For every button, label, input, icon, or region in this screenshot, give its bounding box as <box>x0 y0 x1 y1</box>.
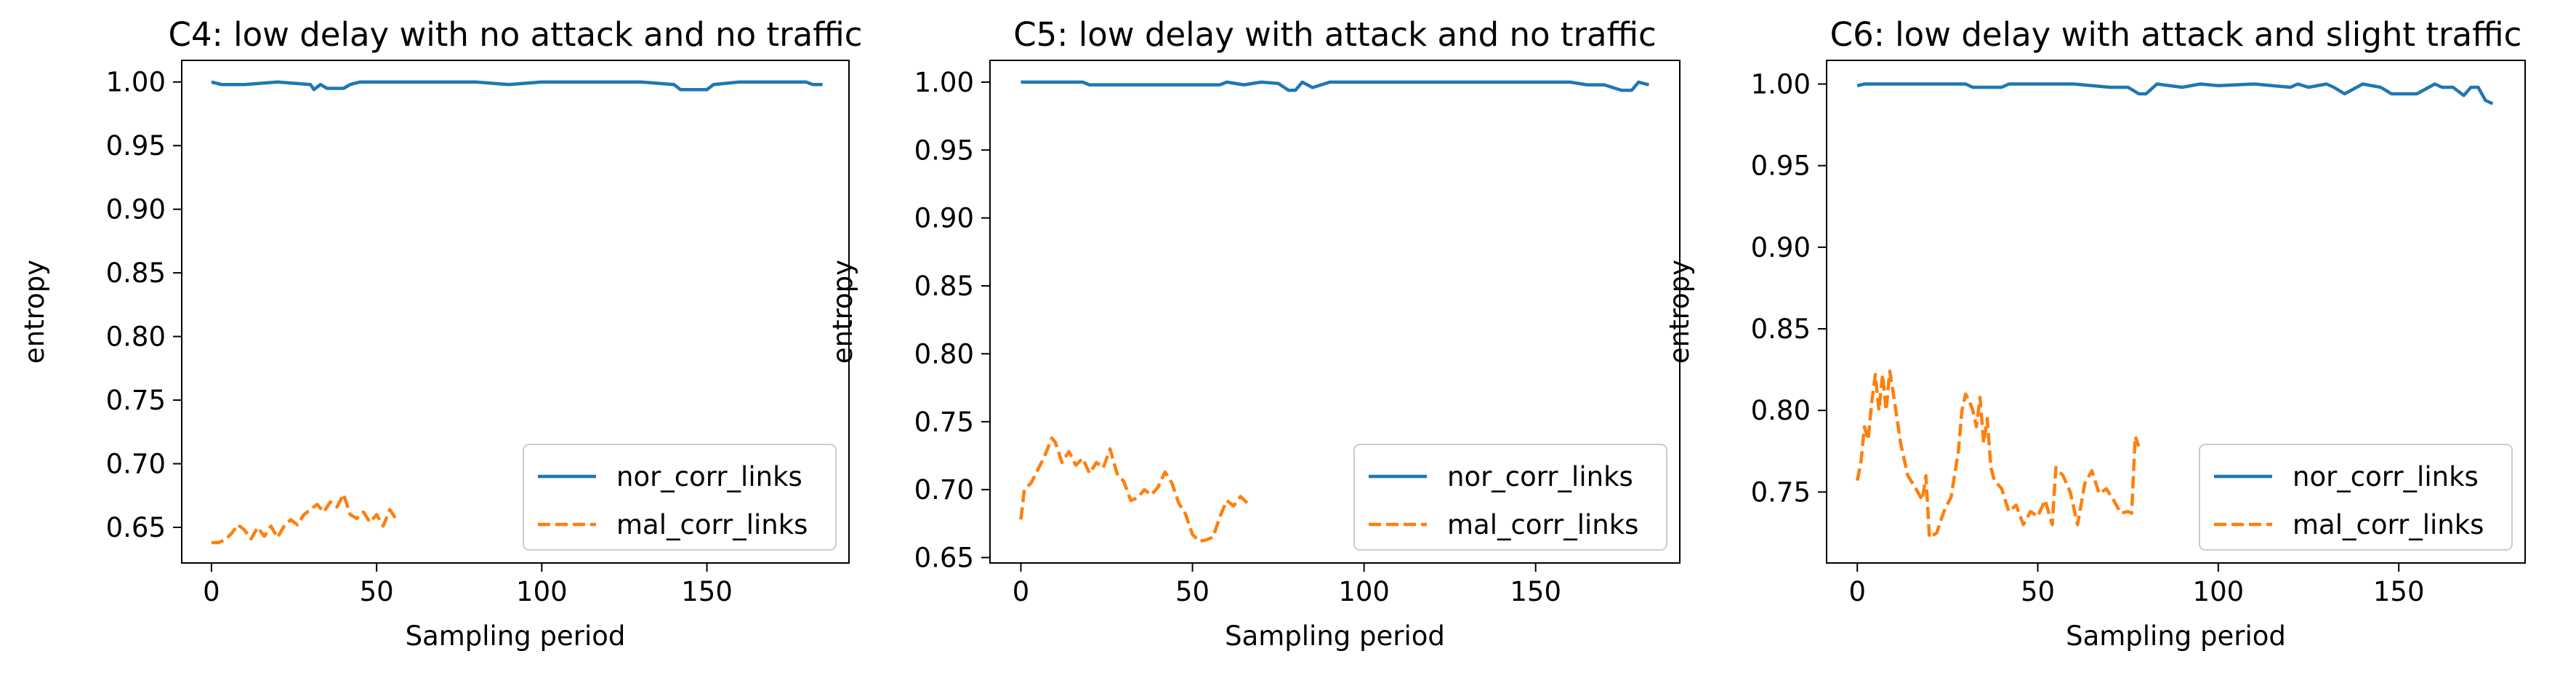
y-tick-label: 0.80 <box>106 321 166 353</box>
y-axis-label: entropy <box>19 260 50 364</box>
series-line-mal-corr-links <box>1019 436 1249 543</box>
y-tick-label: 0.85 <box>106 257 166 289</box>
x-tick-label: 100 <box>1338 576 1390 607</box>
legend-box <box>1353 444 1667 551</box>
x-tick-label: 0 <box>1848 576 1866 607</box>
y-tick-label: 0.75 <box>914 407 974 438</box>
legend: nor_corr_links mal_corr_links <box>1353 444 1667 551</box>
y-tick-label: 0.85 <box>914 271 974 302</box>
plot-frame <box>1826 60 2526 564</box>
y-tick-label: 0.65 <box>106 512 166 543</box>
legend-box <box>523 444 837 551</box>
chart-title: C4: low delay with no attack and no traf… <box>169 15 863 54</box>
series-line-mal-corr-links <box>1855 370 2141 540</box>
y-tick-label: 0.70 <box>106 449 166 480</box>
series-line-nor-corr-links <box>1021 80 1650 92</box>
x-tick-label: 150 <box>681 576 733 607</box>
legend-label: mal_corr_links <box>616 509 808 540</box>
y-tick-label: 1.00 <box>914 67 974 98</box>
legend-label: mal_corr_links <box>1447 509 1638 540</box>
x-axis-label: Sampling period <box>1225 620 1445 652</box>
y-tick-label: 0.85 <box>1751 313 1811 345</box>
y-tick-label: 0.95 <box>914 135 974 166</box>
y-tick-label: 0.90 <box>1751 232 1811 263</box>
legend: nor_corr_links mal_corr_links <box>523 444 837 551</box>
x-axis-label: Sampling period <box>2066 620 2286 652</box>
chart-panel-5: 0 50 100 150 0.65 0.70 0.75 0.80 0.85 0.90 0.95 1.0… <box>827 15 1681 652</box>
x-tick-label: 0 <box>1013 576 1030 607</box>
y-tick-label: 0.80 <box>1751 395 1811 426</box>
y-tick-label: 0.75 <box>1751 476 1811 508</box>
series-line-nor-corr-links <box>211 80 823 92</box>
legend: nor_corr_links mal_corr_links <box>2199 444 2513 551</box>
x-tick-label: 150 <box>2373 576 2425 607</box>
x-tick-label: 150 <box>1510 576 1561 607</box>
chart-panel-6: 0 50 100 150 0.75 0.80 0.85 0.90 0.95 1.00 C6: low… <box>1664 15 2526 652</box>
plot-frame <box>181 60 850 564</box>
x-tick-label: 0 <box>203 576 220 607</box>
x-tick-label: 100 <box>516 576 568 607</box>
y-tick-label: 1.00 <box>106 67 166 98</box>
y-tick-label: 0.65 <box>914 543 974 574</box>
legend-box <box>2199 444 2513 551</box>
x-tick-label: 50 <box>1175 576 1209 607</box>
y-tick-label: 1.00 <box>1751 69 1811 100</box>
x-axis-label: Sampling period <box>406 620 626 652</box>
y-tick-label: 0.95 <box>106 130 166 161</box>
y-axis-label: entropy <box>1664 260 1695 364</box>
plot-frame <box>989 60 1681 564</box>
x-tick-label: 50 <box>360 576 394 607</box>
y-axis-label: entropy <box>827 260 858 364</box>
chart-title: C5: low delay with attack and no traffic <box>1013 15 1657 54</box>
x-tick-label: 100 <box>2193 576 2245 607</box>
series-line-mal-corr-links <box>211 492 398 545</box>
chart-panel-4: 0 50 100 150 0.65 0.70 0.75 0.80 0.85 0.90 0.95 1.0… <box>19 15 862 652</box>
y-tick-label: 0.90 <box>914 203 974 234</box>
legend-label: nor_corr_links <box>2293 461 2479 492</box>
series-line-nor-corr-links <box>1856 82 2494 105</box>
y-tick-label: 0.80 <box>914 338 974 370</box>
legend-label: nor_corr_links <box>1447 461 1633 492</box>
chart-title: C6: low delay with attack and slight tra… <box>1830 15 2522 54</box>
y-tick-label: 0.70 <box>914 474 974 506</box>
legend-label: nor_corr_links <box>616 461 802 492</box>
legend-label: mal_corr_links <box>2293 509 2484 540</box>
x-tick-label: 50 <box>2021 576 2055 607</box>
y-tick-label: 0.75 <box>106 385 166 416</box>
y-tick-label: 0.95 <box>1751 151 1811 182</box>
y-tick-label: 0.90 <box>106 194 166 225</box>
